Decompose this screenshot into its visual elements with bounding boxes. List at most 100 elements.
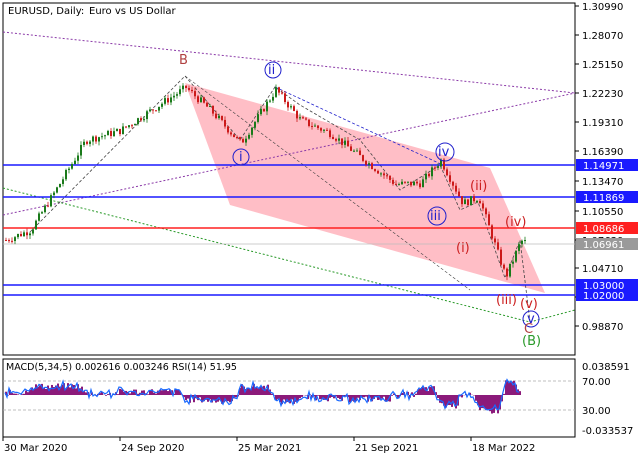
price-tick-label: 1.28070 [582,31,623,42]
candle-body [107,131,109,135]
level-tag-label: 1.02000 [583,291,624,302]
candle-body [455,186,457,192]
candle-body [212,106,214,114]
candle-body [149,109,151,111]
candle-body [482,203,484,208]
chart-symbol: EURUSD, Daily: [8,6,84,17]
macd-bar [427,391,429,395]
candle-body [344,141,346,145]
macd-bar [187,395,189,399]
time-tick-label: 24 Sep 2020 [121,443,184,454]
candle-body [518,244,520,251]
macd-bar [39,386,41,395]
macd-bar [391,395,393,396]
candle-body [125,126,127,127]
macd-bar [199,395,201,397]
candle-body [182,86,184,90]
macd-bar [73,385,75,395]
indicator-tick-label: 0.038591 [582,362,630,373]
candle-body [470,196,472,205]
candle-body [206,103,208,107]
macd-bar [133,390,135,395]
candle-body [305,118,307,119]
candle-body [503,265,505,269]
candle-body [92,137,94,142]
candle-body [14,237,16,241]
candle-body [389,176,391,180]
macd-bar [479,395,481,410]
macd-bar [299,395,301,398]
candle-body [50,195,52,206]
candle-body [41,212,43,213]
chart-description: Euro vs US Dollar [89,6,177,17]
candle-body [80,145,82,156]
candle-body [356,151,358,152]
macd-bar [75,388,77,395]
indicator-tick-label: 70.00 [582,377,611,388]
level-tag-label: 1.08686 [583,224,624,235]
candle-body [176,94,178,96]
candle-body [398,184,400,185]
wave-label-iv: iv [438,145,450,160]
candle-body [380,173,382,174]
candle-body [476,201,478,202]
candle-body [323,130,325,131]
candle-body [158,107,160,111]
candle-body [425,174,427,180]
candle-body [170,97,172,102]
candle-body [434,167,436,168]
candle-body [296,111,298,118]
candle-body [413,182,415,186]
candle-body [173,96,175,98]
candle-body [221,116,223,120]
wave-label-minor-i: (i) [456,241,470,256]
wave-label-minor-v: (v) [520,297,538,312]
candle-body [98,137,100,141]
price-tick-label: 1.19310 [582,118,623,129]
wave-label-minor-ii: (ii) [470,179,487,194]
wave-label-i: i [239,150,243,165]
time-tick-label: 25 Mar 2021 [238,443,301,454]
macd-bar [67,383,69,395]
candle-body [242,139,244,142]
candle-body [383,173,385,175]
candle-body [59,184,61,187]
candle-body [422,179,424,187]
candle-body [488,214,490,225]
macd-bar [503,394,505,395]
candle-body [53,193,55,196]
macd-bar [257,388,259,395]
indicator-label: MACD(5,34,5) 0.002616 0.003246 RSI(14) 5… [6,362,237,373]
candle-body [467,199,469,205]
macd-bar [283,395,285,399]
candle-body [287,102,289,107]
candle-body [71,164,73,169]
wave-label-iii: iii [430,209,441,224]
candle-body [491,225,493,238]
candle-body [119,129,121,134]
candle-body [368,163,370,164]
candle-body [86,142,88,144]
candle-body [347,141,349,147]
candle-body [35,221,37,230]
macd-bar [25,391,27,395]
candle-body [506,269,508,277]
candle-body [32,229,34,233]
candle-body [485,208,487,214]
macd-bar [491,395,493,414]
level-tag-label: 1.14971 [583,161,624,172]
candle-body [155,110,157,111]
macd-bar [69,387,71,395]
macd-bar [129,393,131,395]
candle-body [359,151,361,156]
candle-body [260,109,262,114]
macd-bar [107,394,109,395]
macd-bar [439,395,441,403]
candle-body [431,167,433,176]
macd-bar [165,390,167,395]
candle-body [341,138,343,144]
macd-bar [419,389,421,395]
candle-body [317,126,319,129]
